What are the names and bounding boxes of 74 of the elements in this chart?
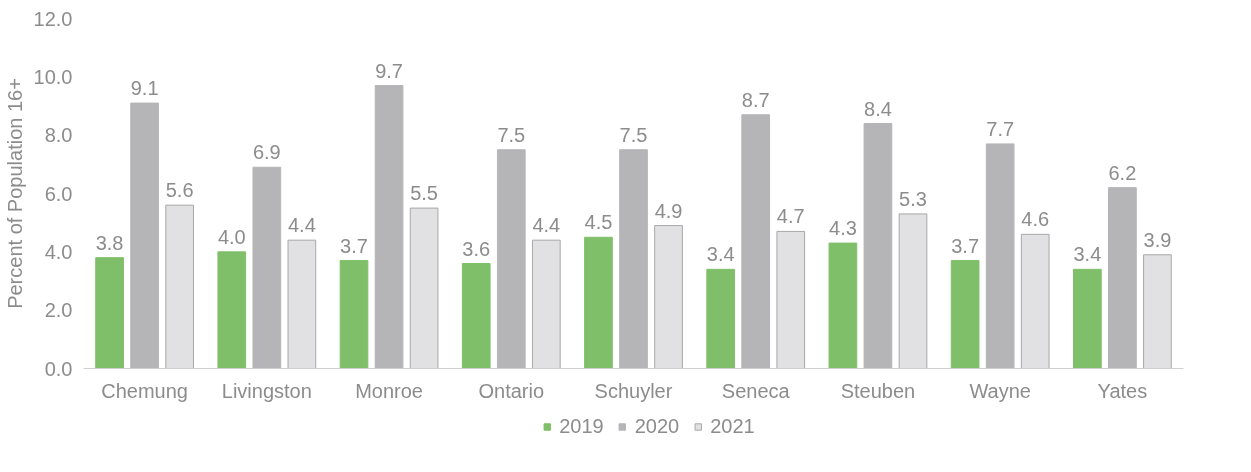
data-label: 4.4: [532, 214, 561, 237]
x-tick-label: Chemung: [101, 379, 188, 402]
data-label: 9.1: [130, 77, 159, 100]
bar: [898, 213, 928, 369]
bar: [496, 149, 526, 369]
data-label: 4.0: [217, 225, 246, 248]
data-label: 8.7: [741, 88, 770, 111]
x-tick-label: Ontario: [478, 379, 545, 402]
bar: [706, 268, 736, 369]
data-label: 4.6: [1021, 208, 1050, 231]
bar: [950, 260, 980, 369]
x-tick-label: Wayne: [969, 379, 1031, 402]
bar: [863, 123, 893, 369]
bar: [374, 85, 404, 369]
bar: [252, 166, 282, 369]
data-label: 5.3: [899, 187, 927, 210]
data-label: 4.7: [776, 205, 805, 228]
data-label: 7.7: [986, 117, 1015, 140]
data-label: 3.8: [95, 231, 124, 254]
x-tick-label: Schuyler: [594, 379, 673, 402]
y-tick-label: 10.0: [33, 65, 73, 88]
data-label: 4.9: [654, 199, 683, 222]
legend-label: 2020: [634, 414, 680, 438]
bar: [287, 239, 317, 369]
x-tick-label: Monroe: [355, 379, 423, 402]
bar: [828, 242, 858, 369]
x-tick-label: Livingston: [221, 379, 312, 402]
x-tick-label: Steuben: [840, 379, 916, 402]
bar: [1020, 233, 1050, 369]
bar: [339, 260, 369, 369]
data-label: 8.4: [864, 97, 892, 120]
bar: [531, 239, 561, 369]
y-tick-label: 6.0: [44, 182, 73, 205]
legend-label: 2019: [559, 414, 604, 438]
x-tick-label: Yates: [1097, 379, 1148, 402]
data-label: 6.2: [1108, 161, 1137, 184]
data-label: 4.3: [829, 217, 857, 240]
data-label: 5.5: [410, 182, 438, 205]
data-label: 3.7: [951, 234, 980, 257]
bar: [1143, 254, 1172, 369]
y-tick-label: 0.0: [44, 357, 73, 380]
bar: [130, 102, 159, 369]
y-tick-label: 12.0: [33, 7, 73, 30]
y-axis-title: Percent of Population 16+: [3, 78, 26, 309]
bar: [741, 114, 771, 369]
data-label: 5.6: [165, 179, 194, 202]
data-label: 7.5: [619, 123, 648, 146]
data-label: 4.4: [287, 214, 316, 237]
data-label: 3.7: [340, 234, 368, 257]
data-label: 3.4: [706, 243, 735, 266]
y-tick-label: 8.0: [44, 124, 73, 147]
bar: [1108, 187, 1137, 369]
data-label: 3.4: [1073, 243, 1102, 266]
data-label: 4.5: [584, 211, 613, 234]
bar: [619, 149, 648, 369]
bar: [985, 143, 1015, 369]
bar: [217, 251, 247, 369]
bar: [95, 257, 124, 369]
data-label: 6.9: [252, 141, 281, 164]
x-tick-label: Seneca: [721, 379, 791, 402]
data-label: 9.7: [375, 59, 403, 82]
bar: [461, 263, 491, 369]
bar: [776, 230, 806, 369]
bar: [584, 236, 613, 369]
data-label: 7.5: [497, 123, 526, 146]
data-label: 3.9: [1143, 228, 1172, 251]
bar: [654, 225, 683, 369]
y-tick-label: 2.0: [44, 299, 73, 322]
data-label: 3.6: [462, 237, 491, 260]
y-tick-label: 4.0: [44, 240, 73, 263]
bar: [1073, 268, 1102, 369]
legend-label: 2021: [710, 414, 755, 438]
bar: [409, 207, 439, 369]
bar: [165, 204, 194, 369]
